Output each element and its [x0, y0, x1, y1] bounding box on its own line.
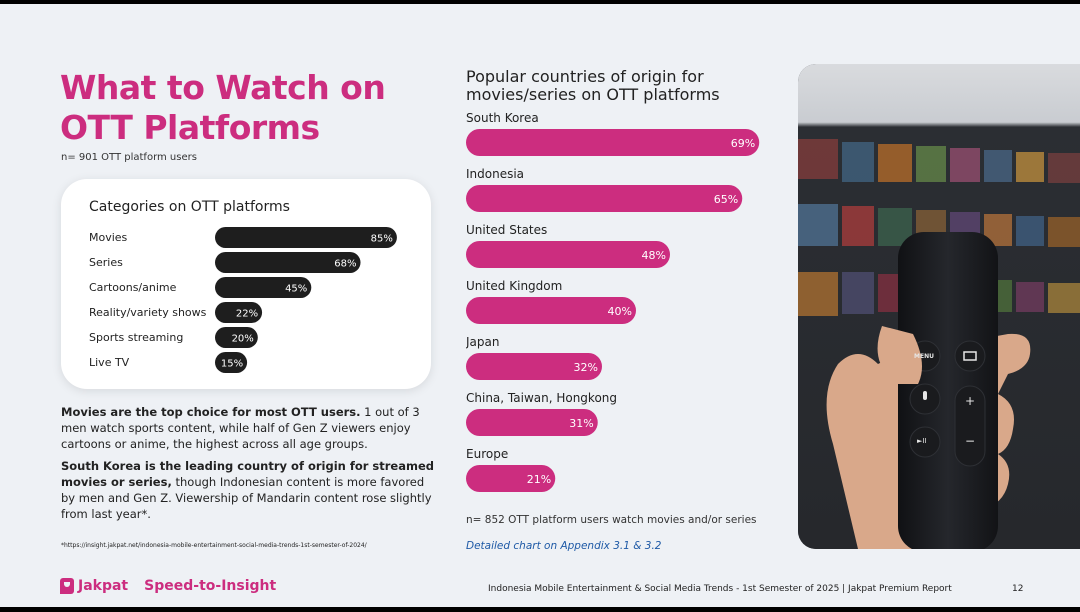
country-value-label: 32%	[574, 361, 598, 374]
summary-text: Movies are the top choice for most OTT u…	[61, 404, 441, 528]
category-bar	[215, 277, 312, 298]
remote-plus-label: +	[965, 394, 976, 408]
country-label: China, Taiwan, Hongkong	[466, 391, 617, 405]
categories-card: Categories on OTT platforms Movies 85% Ser…	[61, 179, 431, 389]
country-label: United States	[466, 223, 547, 237]
category-value-label: 45%	[285, 284, 307, 295]
category-label: Series	[89, 256, 123, 269]
jakpat-logo-icon	[60, 578, 74, 594]
countries-chart: South Korea 69% Indonesia 65% United States 4…	[466, 111, 760, 492]
category-bar	[215, 327, 258, 348]
page-title: What to Watch on OTT Platforms	[60, 68, 440, 148]
summary-p2-bold: South Korea is the leading country of or…	[61, 459, 434, 489]
country-label: Indonesia	[466, 167, 524, 181]
remote-minus-label: −	[965, 434, 976, 448]
category-value-label: 20%	[232, 334, 254, 345]
countries-chart-title: Popular countries of origin for movies/s…	[466, 67, 720, 104]
categories-chart: Movies 85% Series 68% Cartoons/anime 45% Reali…	[89, 227, 397, 373]
country-value-label: 40%	[608, 305, 632, 318]
country-bar	[466, 465, 556, 492]
summary-p2-rest: though Indonesian content is more favore…	[61, 475, 432, 521]
remote-body	[898, 232, 998, 549]
remote-menu-label: MENU	[914, 353, 934, 360]
page-title-line-1: What to Watch on	[60, 68, 386, 107]
country-label: South Korea	[466, 111, 539, 125]
country-value-label: 48%	[642, 249, 666, 262]
category-label: Cartoons/anime	[89, 281, 177, 294]
remote-playpause-label: ►II	[917, 437, 927, 445]
category-bar	[215, 302, 263, 323]
country-label: Japan	[466, 335, 499, 349]
country-bar	[466, 185, 743, 212]
country-bar	[466, 409, 598, 436]
sample-note: n= 901 OTT platform users	[61, 152, 197, 163]
country-bar	[466, 297, 636, 324]
page-title-line-2: OTT Platforms	[60, 108, 320, 147]
country-bar	[466, 129, 760, 156]
tv-remote-photo: MENU + − ►II	[798, 64, 1080, 549]
category-value-label: 22%	[236, 309, 258, 320]
tv-remote-illustration	[798, 64, 1080, 549]
category-bar	[215, 252, 361, 273]
category-label: Sports streaming	[89, 331, 183, 344]
appendix-link[interactable]: Detailed chart on Appendix 3.1 & 3.2	[466, 540, 662, 552]
summary-p1-bold: Movies are the top choice for most OTT u…	[61, 405, 361, 419]
report-name: Indonesia Mobile Entertainment & Social …	[488, 584, 952, 594]
category-value-label: 68%	[334, 259, 356, 270]
country-label: Europe	[466, 447, 508, 461]
category-label: Live TV	[89, 356, 130, 369]
category-label: Reality/variety shows	[89, 306, 207, 319]
brand-tagline: Speed-to-Insight	[144, 578, 277, 594]
summary-p1-rest: 1 out of 3 men watch sports content, whi…	[61, 405, 420, 451]
source-link[interactable]: *https://insight.jakpat.net/indonesia-mo…	[61, 542, 367, 549]
categories-chart-title: Categories on OTT platforms	[89, 199, 290, 215]
country-bar	[466, 353, 602, 380]
page-number: 12	[1012, 584, 1024, 594]
countries-sample-note: n= 852 OTT platform users watch movies a…	[466, 514, 757, 526]
slide: What to Watch on OTT Platforms n= 901 OT…	[0, 4, 1080, 607]
category-bar	[215, 352, 248, 373]
summary-paragraph-1: Movies are the top choice for most OTT u…	[61, 404, 441, 452]
brand-name: Jakpat	[78, 578, 129, 594]
category-bar	[215, 227, 397, 248]
country-value-label: 69%	[731, 137, 755, 150]
country-bar	[466, 241, 670, 268]
category-value-label: 15%	[221, 359, 243, 370]
country-value-label: 21%	[527, 473, 551, 486]
category-label: Movies	[89, 231, 128, 244]
country-label: United Kingdom	[466, 279, 562, 293]
category-value-label: 85%	[371, 234, 393, 245]
country-value-label: 65%	[714, 193, 738, 206]
footer-brand: Jakpat Speed-to-Insight	[60, 578, 276, 594]
country-value-label: 31%	[569, 417, 593, 430]
summary-paragraph-2: South Korea is the leading country of or…	[61, 458, 441, 522]
